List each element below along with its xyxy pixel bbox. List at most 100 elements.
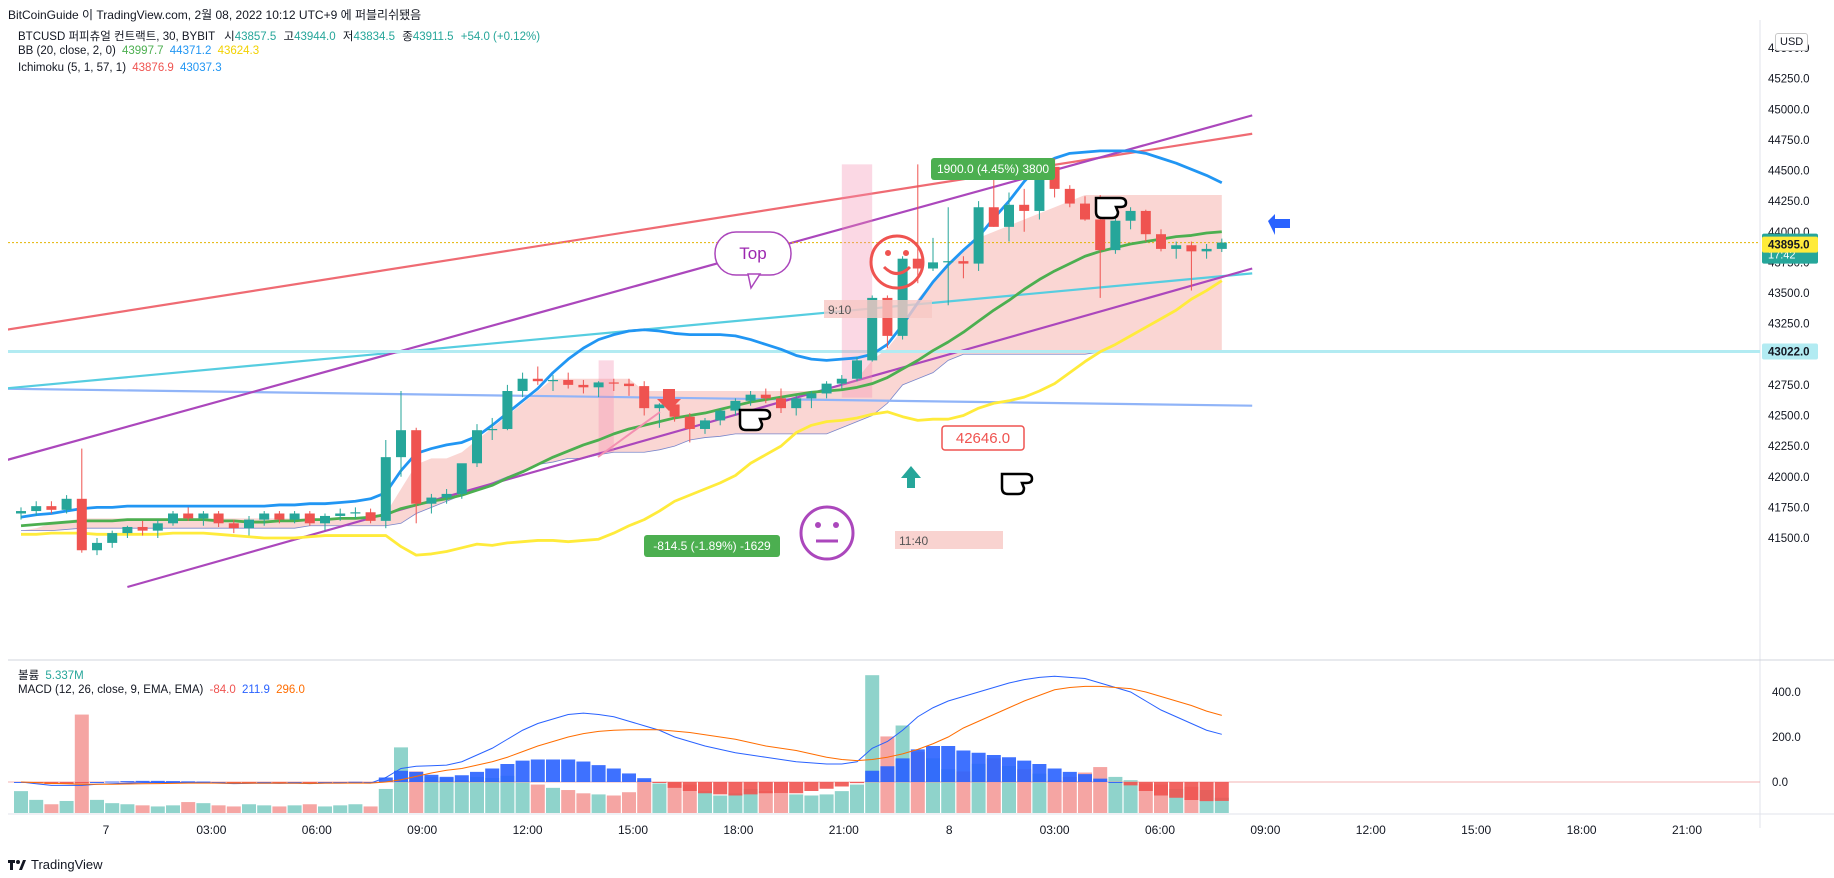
measure-down-label: -814.5 (-1.89%) -1629: [644, 535, 780, 557]
candle-body: [836, 378, 847, 384]
bollinger-upper-band: [20, 149, 1223, 519]
candle: [730, 398, 741, 416]
currency-button[interactable]: USD: [1775, 33, 1809, 51]
candle: [912, 164, 923, 284]
volume-legend: 볼륨 5.337M: [18, 667, 84, 683]
candle-body: [776, 398, 786, 409]
candle: [1140, 209, 1151, 242]
time-tick-label: 21:00: [1672, 823, 1702, 837]
volume-bar: [546, 787, 560, 813]
bb-legend: BB (20, close, 2, 0) 43997.7 44371.2 436…: [18, 45, 259, 57]
macd-histogram-bar: [1062, 771, 1077, 782]
time-range-2-text: 11:40: [899, 534, 928, 548]
volume-bar: [454, 780, 469, 813]
macd-histogram-bar: [1214, 782, 1229, 801]
macd-histogram-bar: [105, 781, 120, 783]
candle-body: [183, 513, 194, 519]
volume-bar: [758, 791, 773, 813]
candle-body: [502, 391, 513, 429]
volume-bar: [728, 793, 743, 813]
candle-body: [168, 513, 178, 524]
bb-upper-value: 44371.2: [169, 45, 212, 57]
macd-histogram-bar: [789, 782, 804, 794]
price-tick-label: 45000.0: [1768, 104, 1810, 116]
macd-histogram-bar: [865, 770, 880, 782]
candle-body: [1125, 210, 1136, 221]
macd-histogram-bar: [394, 770, 408, 782]
volume-bar: [606, 795, 621, 813]
candle-body: [472, 430, 482, 464]
open-label: 시: [224, 31, 235, 43]
candle-body: [745, 394, 756, 401]
candle-body: [988, 207, 999, 227]
candle: [776, 388, 786, 414]
candle-body: [563, 379, 574, 385]
volume-bar: [834, 791, 849, 813]
candle: [836, 375, 847, 389]
candle: [320, 513, 330, 531]
macd-histogram-bar: [758, 782, 773, 794]
close-label: 종: [402, 31, 413, 43]
macd-histogram-bar: [1169, 782, 1184, 798]
candle-body: [548, 379, 558, 382]
candle-body: [228, 523, 239, 529]
candle-body: [274, 513, 285, 520]
price-tick-label: 42250.0: [1768, 441, 1810, 453]
macd-legend: MACD (12, 26, close, 9, EMA, EMA) -84.0 …: [18, 684, 305, 696]
macd-histogram-bar: [302, 782, 317, 783]
candle: [31, 501, 42, 516]
hand-pointer-icon: [1094, 196, 1128, 220]
macd-histogram-bar: [834, 782, 849, 787]
macd-histogram-bar: [287, 782, 302, 783]
ichimoku-value-2: 43037.3: [180, 62, 222, 74]
candle: [16, 507, 26, 520]
candle: [380, 440, 391, 529]
time-range-1-text: 9:10: [828, 303, 852, 317]
measure-up-label: 1900.0 (4.45%) 3800: [931, 158, 1055, 180]
macd-histogram-bar: [1093, 778, 1108, 782]
volume-value: 5.337M: [45, 670, 84, 682]
macd-histogram-bar: [409, 771, 424, 782]
left-arrow-icon: [1268, 214, 1290, 235]
candle-body: [213, 513, 224, 524]
candle-body: [639, 386, 650, 409]
candle-body: [198, 513, 209, 519]
candle-body: [1171, 245, 1182, 249]
candle: [289, 511, 300, 524]
candle: [639, 381, 650, 416]
macd-histogram-bar: [348, 781, 363, 783]
candle: [441, 489, 452, 504]
candle-body: [791, 398, 802, 409]
macd-histogram-bar: [728, 782, 743, 796]
volume-bar: [272, 806, 287, 813]
volume-bar: [242, 804, 256, 813]
volume-bar: [302, 804, 317, 813]
macd-value-3: 296.0: [276, 684, 305, 696]
sub-pane: [8, 675, 1760, 813]
hand-pointer-icon: [738, 408, 772, 432]
candle-body: [943, 261, 954, 263]
volume-bar: [789, 794, 804, 813]
candle: [61, 495, 72, 514]
candle-body: [608, 382, 619, 384]
macd-histogram-bar: [181, 781, 196, 783]
candle-body: [350, 512, 361, 514]
candle: [700, 417, 710, 434]
volume-bar: [424, 776, 439, 813]
price-tick-label: 44750.0: [1768, 135, 1810, 147]
candle: [745, 391, 756, 406]
measure-down-text: -814.5 (-1.89%) -1629: [653, 539, 771, 553]
volume-bar: [500, 775, 515, 813]
macd-histogram-bar: [606, 768, 621, 782]
candle-body: [365, 512, 376, 521]
candle: [684, 413, 695, 443]
candle: [274, 511, 285, 524]
candle-body: [669, 404, 680, 417]
macd-histogram-bar: [120, 781, 135, 783]
candle-body: [107, 533, 118, 543]
candle: [1171, 241, 1182, 259]
volume-bar: [667, 782, 682, 813]
volume-bar: [226, 806, 241, 813]
volume-bar: [743, 788, 758, 813]
